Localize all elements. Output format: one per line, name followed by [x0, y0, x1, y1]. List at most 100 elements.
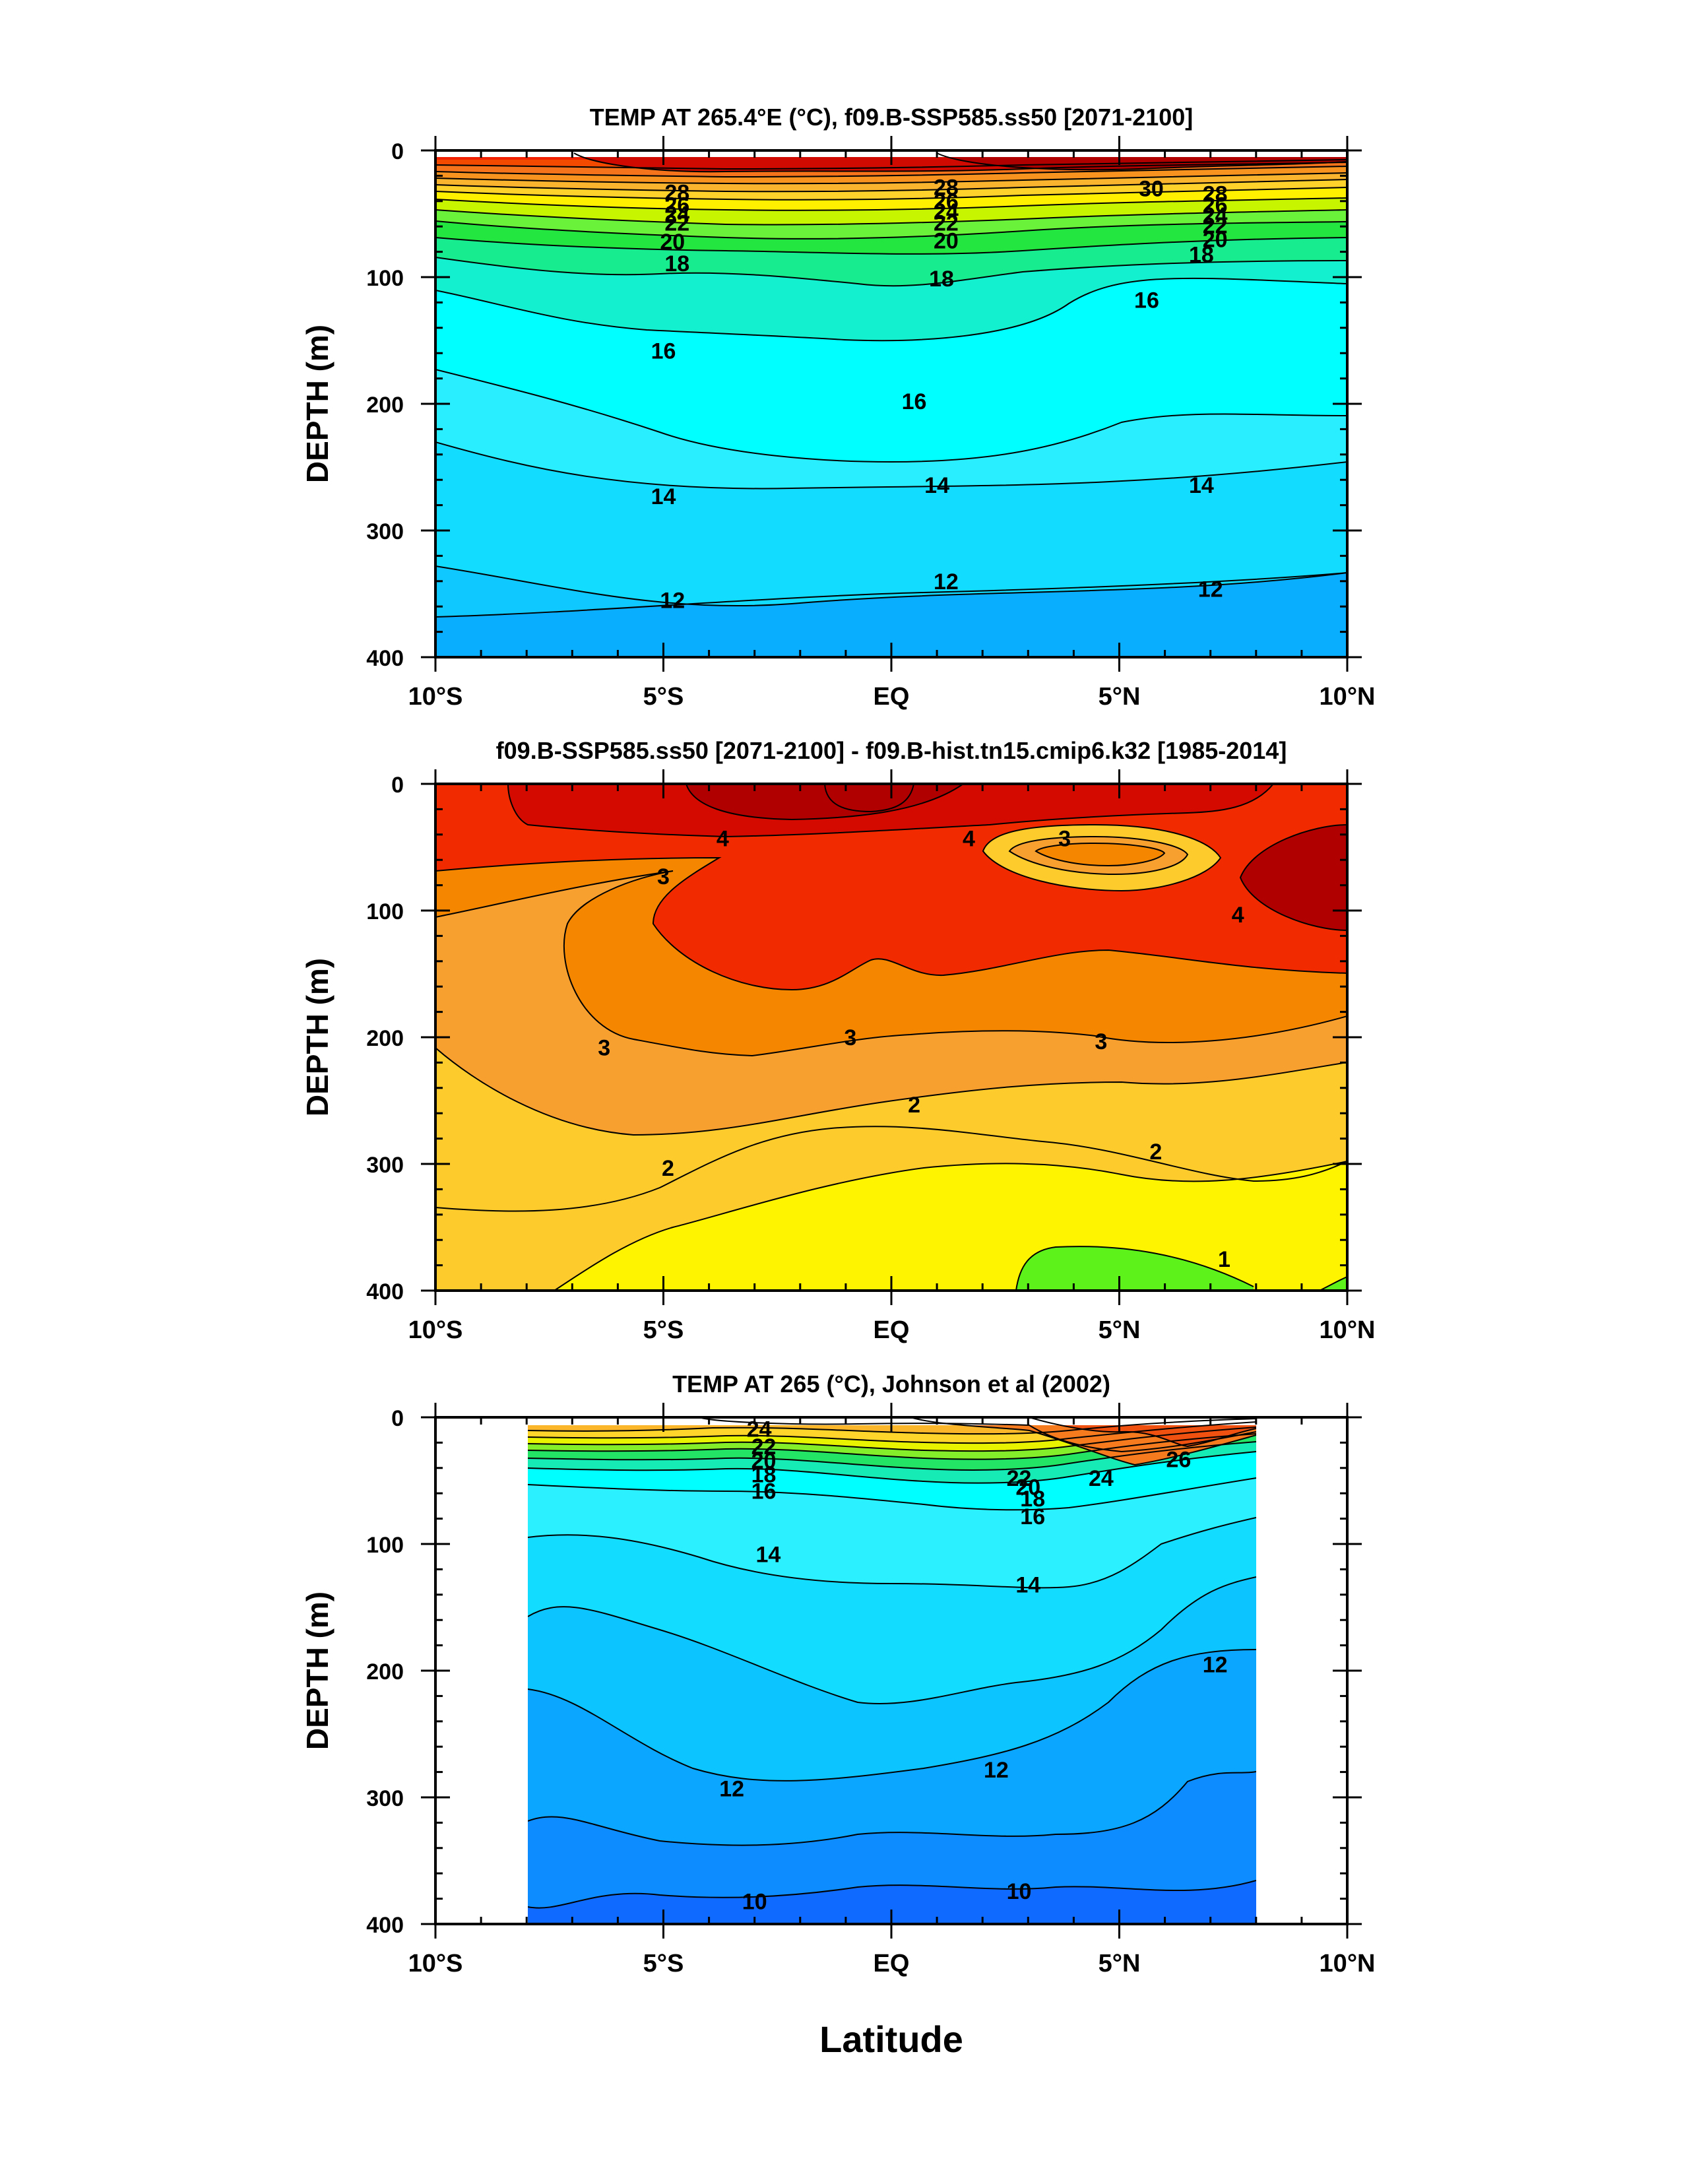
contour-label: 28 — [934, 176, 959, 201]
contour-label: 16 — [1134, 288, 1159, 313]
contour-line — [699, 1417, 1256, 1453]
contour-line — [936, 152, 1347, 171]
panel-2-title: f09.B-SSP585.ss50 [2071-2100] - f09.B-hi… — [496, 737, 1287, 764]
contour-label: 12 — [1198, 577, 1223, 602]
contour-label: 18 — [929, 267, 954, 292]
x-tick-label: EQ — [874, 1950, 910, 1977]
contour-label: 26 — [1203, 193, 1228, 218]
contour-label: 10 — [1007, 1879, 1032, 1904]
contour-line — [435, 209, 1347, 226]
contour-line — [435, 197, 1347, 211]
contour-line — [435, 257, 1347, 287]
contour-line — [435, 369, 1347, 463]
contour-label: 26 — [664, 193, 689, 218]
contour-line — [1008, 835, 1189, 876]
contour-line — [824, 784, 914, 813]
contour-label: 12 — [984, 1758, 1009, 1783]
x-tick-label: 10°N — [1320, 683, 1376, 711]
contour-label: 22 — [751, 1434, 777, 1460]
x-tick-label: 10°S — [408, 1316, 463, 1344]
panel-1-title: TEMP AT 265.4°E (°C), f09.B-SSP585.ss50 … — [590, 104, 1194, 131]
contour-line — [435, 856, 1347, 991]
x-tick-label: 5°S — [643, 1316, 684, 1344]
contour-line — [1035, 842, 1166, 867]
contour-label: 24 — [934, 199, 959, 224]
contour-label: 18 — [664, 251, 689, 276]
contour-label: 4 — [1232, 903, 1244, 928]
contour-line — [435, 159, 1347, 170]
panel-3: TEMP AT 265 (°C), Johnson et al (2002) D… — [300, 1370, 1375, 1977]
y-tick-label: 100 — [366, 899, 404, 924]
panel-2-ticks: 10°S 5°S EQ 5°N 10°N 0 100 200 300 400 — [366, 769, 1375, 1344]
contour-line — [435, 187, 1347, 201]
contour-label: 20 — [660, 230, 685, 255]
panel-2: f09.B-SSP585.ss50 [2071-2100] - f09.B-hi… — [300, 737, 1375, 1344]
x-tick-label: 5°N — [1099, 1316, 1141, 1344]
contour-line — [435, 565, 1347, 607]
contour-label: 18 — [1189, 242, 1214, 267]
contour-label: 18 — [1020, 1487, 1045, 1512]
contour-label: 20 — [1203, 227, 1228, 252]
contour-label: 14 — [924, 473, 949, 498]
x-tick-label: EQ — [874, 1316, 910, 1344]
contour-line — [1319, 1276, 1347, 1291]
contour-label: 14 — [1189, 473, 1214, 498]
contour-label: 3 — [844, 1025, 856, 1050]
contour-label: 30 — [1139, 177, 1164, 202]
contour-label: 2 — [1149, 1140, 1162, 1165]
contour-label: 24 — [747, 1417, 772, 1442]
diff-band-fill — [1240, 825, 1347, 930]
contour-line — [528, 1427, 1256, 1452]
x-tick-label: EQ — [874, 683, 910, 711]
y-tick-label: 100 — [366, 1533, 404, 1558]
x-tick-label: 5°N — [1099, 683, 1141, 711]
contour-label: 3 — [1095, 1029, 1107, 1054]
y-tick-label: 400 — [366, 1279, 404, 1304]
contour-label: 28 — [1203, 181, 1228, 207]
y-tick-label: 400 — [366, 1913, 404, 1938]
x-tick-label: 5°S — [643, 683, 684, 711]
contour-label: 1 — [1218, 1247, 1230, 1272]
panel-2-labels: 4 4 3 4 3 3 3 3 2 2 2 1 — [598, 827, 1244, 1272]
y-tick-label: 300 — [366, 519, 404, 544]
contour-line — [435, 277, 1347, 342]
panel-3-contours — [528, 1417, 1256, 1909]
contour-label: 24 — [664, 202, 689, 227]
contour-label: 26 — [934, 189, 959, 214]
contour-label: 22 — [1203, 213, 1228, 238]
contour-label: 22 — [1007, 1466, 1032, 1491]
contour-line — [435, 220, 1347, 240]
diff-band-fill — [1016, 1246, 1254, 1291]
contour-label: 2 — [662, 1156, 674, 1181]
panel-3-title: TEMP AT 265 (°C), Johnson et al (2002) — [672, 1370, 1110, 1397]
contour-label: 24 — [1089, 1466, 1114, 1491]
x-tick-label: 5°N — [1099, 1950, 1141, 1977]
contour-line — [435, 237, 1347, 255]
contour-label: 20 — [934, 228, 959, 253]
contour-label: 18 — [751, 1462, 777, 1487]
contour-line — [435, 441, 1347, 490]
y-tick-label: 300 — [366, 1153, 404, 1178]
contour-line — [528, 1649, 1256, 1782]
contour-line — [528, 1451, 1256, 1484]
contour-label: 12 — [934, 569, 959, 594]
y-tick-label: 400 — [366, 646, 404, 671]
y-tick-label: 0 — [391, 773, 404, 798]
x-axis-title: Latitude — [819, 2018, 963, 2060]
contour-label: 3 — [1058, 827, 1071, 852]
contour-label: 26 — [1166, 1447, 1191, 1472]
contour-label: 20 — [751, 1448, 777, 1473]
contour-label: 12 — [660, 589, 685, 614]
contour-line — [1029, 1417, 1256, 1448]
contour-line — [528, 1418, 1256, 1435]
panel-1-ylabel: DEPTH (m) — [300, 325, 335, 483]
y-tick-label: 0 — [391, 1406, 404, 1431]
contour-line — [528, 1441, 1256, 1471]
contour-line — [1015, 1246, 1254, 1291]
contour-line — [528, 1477, 1256, 1511]
contour-label: 22 — [664, 210, 689, 236]
contour-line — [528, 1421, 1256, 1444]
panel-1-contours — [435, 152, 1347, 618]
